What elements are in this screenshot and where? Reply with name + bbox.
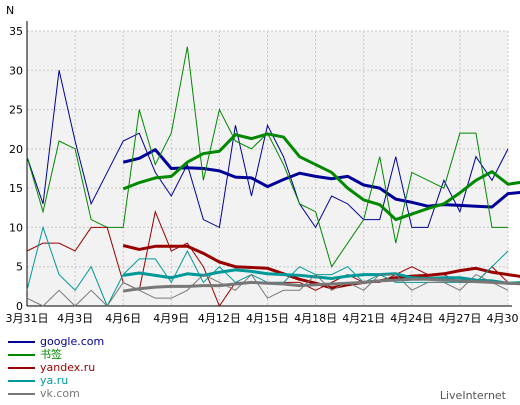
x-tick-label: 4月6日	[105, 312, 141, 325]
series-layer	[26, 46, 520, 308]
x-tick-label: 4月24日	[390, 312, 433, 325]
legend-swatch	[8, 393, 35, 395]
y-tick-label: 30	[9, 64, 23, 77]
brand-label: LiveInternet	[439, 389, 506, 402]
x-tick-label: 3月31日	[6, 312, 49, 325]
series-trend-line-4	[122, 277, 520, 293]
y-tick-label: 35	[9, 25, 23, 38]
axes	[26, 21, 512, 307]
series-trend-line-2	[122, 244, 520, 290]
x-tick-label: 4月18日	[294, 312, 337, 325]
tick-labels: 0 5 10 15 20 25 30 35 N 3月31日 4月3日 4月6日 4月9日 4月12日 4月1…	[6, 4, 520, 325]
series-daily-line-0	[26, 70, 509, 229]
legend-label: 书签	[40, 348, 62, 361]
y-tick-label: 5	[16, 261, 23, 274]
x-tick-label: 4月30日	[487, 312, 520, 325]
y-tick-label: 10	[9, 221, 23, 234]
x-tick-label: 4月12日	[198, 312, 241, 325]
line-chart: 0 5 10 15 20 25 30 35 N 3月31日 4月3日 4月6日 4月9日 4月12日 4月1…	[6, 4, 520, 325]
legend-swatch	[8, 354, 35, 356]
x-tick-label: 4月27日	[438, 312, 481, 325]
x-tick-label: 4月9日	[153, 312, 189, 325]
y-tick-label: 15	[9, 182, 23, 195]
legend-label: ya.ru	[40, 374, 69, 387]
y-tick-label: 20	[9, 143, 23, 156]
legend-swatch	[8, 367, 35, 369]
x-tick-label: 4月15日	[246, 312, 289, 325]
legend-swatch	[8, 380, 35, 382]
y-tick-label: 25	[9, 104, 23, 117]
legend-label: yandex.ru	[40, 361, 96, 374]
series-trend-line-1	[122, 132, 520, 222]
x-tick-label: 4月3日	[57, 312, 93, 325]
legend-swatch	[8, 341, 35, 343]
y-axis-label: N	[6, 4, 14, 17]
x-tick-label: 4月21日	[342, 312, 385, 325]
legend-label: google.com	[40, 335, 105, 348]
y-tick-label: 0	[16, 300, 23, 313]
legend-label: vk.com	[40, 387, 80, 400]
series-daily-line-4	[26, 273, 509, 307]
series-trend-line-0	[122, 148, 520, 209]
